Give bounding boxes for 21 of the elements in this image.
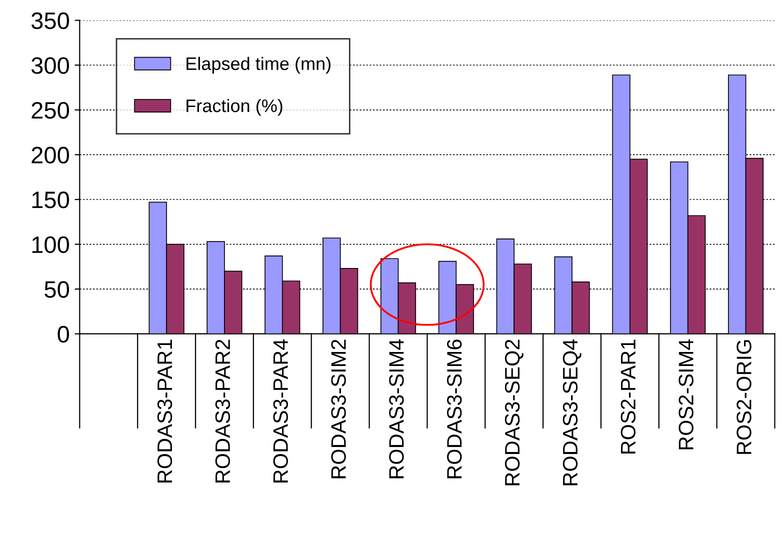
legend-label: Elapsed time (mn) bbox=[186, 56, 330, 74]
x-tick-label: RODAS3-SIM4 bbox=[389, 339, 404, 478]
x-tick-label: RODAS3-PAR4 bbox=[273, 339, 288, 482]
y-tick-label: 350 bbox=[31, 12, 70, 30]
x-tick-label: RODAS3-SEQ2 bbox=[504, 340, 524, 486]
x-tick-label: RODAS3-PAR2 bbox=[215, 340, 230, 482]
legend-label: Fraction (%) bbox=[186, 98, 282, 116]
y-tick-label: 50 bbox=[44, 281, 70, 298]
x-tick-label: RODAS3-SEQ4 bbox=[562, 339, 582, 486]
x-tick-label: ROS2-PAR1 bbox=[620, 340, 636, 454]
y-tick-label: 300 bbox=[31, 57, 70, 74]
x-tick-label: RODAS3-PAR1 bbox=[157, 340, 172, 482]
y-tick-label: 250 bbox=[32, 102, 70, 119]
x-tick-label: RODAS3-SIM2 bbox=[331, 340, 346, 478]
y-tick-label: 100 bbox=[32, 236, 70, 254]
y-tick-label: 0 bbox=[58, 326, 70, 343]
y-tick-label: 200 bbox=[32, 146, 70, 164]
x-tick-label: ROS2-ORIG bbox=[736, 340, 752, 454]
x-tick-label: ROS2-SIM4 bbox=[678, 339, 694, 450]
x-tick-label: RODAS3-SIM6 bbox=[447, 340, 462, 478]
y-tick-label: 150 bbox=[32, 192, 70, 208]
